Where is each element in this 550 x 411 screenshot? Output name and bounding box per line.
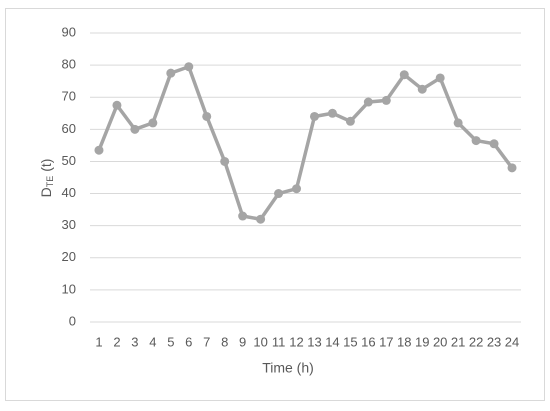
data-point: [112, 100, 122, 110]
data-point: [489, 139, 499, 149]
data-point: [507, 163, 517, 173]
data-point: [381, 95, 391, 105]
y-tick-label: 60: [62, 121, 76, 136]
data-point: [453, 118, 463, 128]
x-tick-label: 6: [185, 334, 192, 349]
x-tick-label: 5: [167, 334, 174, 349]
x-tick-label: 1: [95, 334, 102, 349]
y-axis-title: DTE (t): [38, 159, 56, 198]
y-tick-label: 0: [69, 313, 76, 328]
data-point: [399, 70, 409, 80]
x-tick-label: 24: [505, 334, 519, 349]
x-tick-label: 16: [361, 334, 375, 349]
data-point: [202, 111, 212, 121]
y-tick-label: 90: [62, 24, 76, 39]
x-tick-label: 18: [397, 334, 411, 349]
data-line: [97, 64, 514, 221]
x-tick-label: 12: [289, 334, 303, 349]
x-tick-label: 17: [379, 334, 393, 349]
data-point: [166, 68, 176, 78]
y-axis-title-main: D: [38, 187, 54, 197]
x-tick-label: 15: [343, 334, 357, 349]
x-tick-label: 20: [433, 334, 447, 349]
data-point: [363, 97, 373, 107]
data-point: [130, 124, 140, 134]
x-axis-title: Time (h): [262, 360, 314, 376]
x-tick-label: 10: [253, 334, 267, 349]
x-tick-label: 19: [415, 334, 429, 349]
x-tick-label: 3: [131, 334, 138, 349]
data-point: [274, 189, 284, 199]
data-point: [292, 184, 302, 194]
chart-border: [5, 8, 545, 401]
y-tick-label: 20: [62, 249, 76, 264]
x-tick-label: 8: [221, 334, 228, 349]
x-tick-label: 14: [325, 334, 339, 349]
x-tick-label: 7: [203, 334, 210, 349]
x-tick-label: 13: [307, 334, 321, 349]
x-tick-label: 9: [239, 334, 246, 349]
data-point: [220, 156, 230, 166]
data-point: [256, 214, 266, 224]
data-point: [327, 108, 337, 118]
y-tick-label: 50: [62, 153, 76, 168]
data-point: [345, 116, 355, 126]
data-point: [184, 62, 194, 72]
data-point: [238, 211, 248, 221]
data-point: [94, 145, 104, 155]
data-point: [148, 118, 158, 128]
data-point: [309, 111, 319, 121]
y-axis-title-unit: (t): [38, 159, 54, 172]
x-tick-label: 23: [487, 334, 501, 349]
x-tick-label: 4: [149, 334, 156, 349]
y-axis-title-subscript: TE: [45, 176, 55, 188]
y-tick-label: 70: [62, 89, 76, 104]
y-tick-label: 80: [62, 57, 76, 72]
data-point: [471, 136, 481, 146]
x-tick-label: 2: [113, 334, 120, 349]
x-tick-label: 21: [451, 334, 465, 349]
y-tick-label: 10: [62, 281, 76, 296]
y-tick-label: 30: [62, 217, 76, 232]
data-point: [417, 84, 427, 94]
x-tick-label: 11: [272, 334, 286, 349]
y-tick-label: 40: [62, 185, 76, 200]
x-tick-label: 22: [469, 334, 483, 349]
data-point: [435, 73, 445, 83]
